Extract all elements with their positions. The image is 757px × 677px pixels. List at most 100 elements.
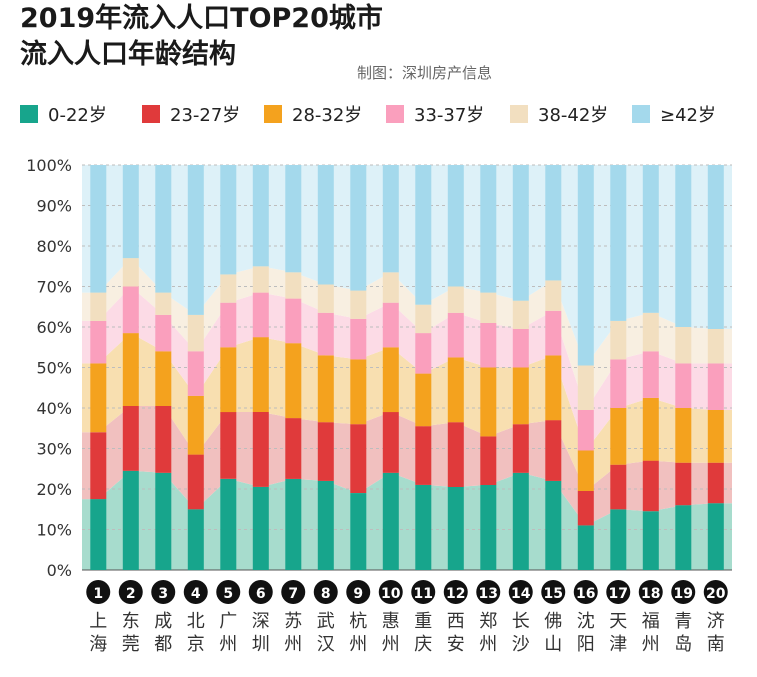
bar-segment xyxy=(220,302,237,348)
area-band-2 xyxy=(82,406,732,526)
x-tick-label: 沈 xyxy=(577,611,595,632)
bar-segment xyxy=(317,480,334,570)
rank-badge xyxy=(606,580,631,604)
bar-segment xyxy=(610,165,627,321)
legend-swatch-23-27 xyxy=(142,105,160,123)
x-tick-label: 圳 xyxy=(252,634,270,655)
rank-badge xyxy=(216,580,241,604)
bar-segment xyxy=(447,487,464,570)
x-tick-label: 惠 xyxy=(382,611,400,632)
bar-segment xyxy=(285,478,302,570)
rank-badge xyxy=(118,580,143,604)
x-tick-label: 州 xyxy=(642,634,660,655)
x-tick-label: 郑 xyxy=(479,611,497,632)
x-tick-label: 西 xyxy=(447,611,465,632)
bar-segment xyxy=(610,359,627,408)
bar-segment xyxy=(220,478,237,570)
rank-badge xyxy=(281,580,306,604)
bar-segment xyxy=(447,165,464,287)
chart-title-line2: 流入人口年龄结构 xyxy=(20,39,236,70)
legend-label-38-42: 38-42岁 xyxy=(538,105,609,126)
bar-segment xyxy=(610,464,627,510)
x-tick-label: 上 xyxy=(89,611,107,632)
legend-item-0-22: 0-22岁 xyxy=(20,101,107,127)
rank-label: 13 xyxy=(479,586,498,602)
x-tick-label: 南 xyxy=(707,634,725,655)
bar-segment xyxy=(512,165,529,301)
bar-segment xyxy=(480,165,497,293)
bar-segment xyxy=(220,274,237,303)
bar-segment xyxy=(350,165,367,291)
bar-segment xyxy=(480,292,497,323)
x-tick-label: 青 xyxy=(674,611,692,632)
bar-segment xyxy=(610,408,627,465)
bar-segment xyxy=(90,363,107,433)
x-tick-label: 沙 xyxy=(512,634,530,655)
x-tick-label: 州 xyxy=(219,634,237,655)
x-tick-label: 都 xyxy=(154,634,172,655)
x-tick-label: 深 xyxy=(252,611,270,632)
bar-segment xyxy=(675,327,692,364)
bar-segment xyxy=(220,412,237,479)
legend-item-33-37: 33-37岁 xyxy=(386,101,484,127)
bar-segment xyxy=(577,165,594,366)
rank-badge xyxy=(476,580,501,604)
bar-segment xyxy=(317,284,334,313)
rank-badge xyxy=(443,580,468,604)
bar-segment xyxy=(610,509,627,571)
bar-segment xyxy=(577,450,594,491)
rank-badge xyxy=(703,580,728,604)
y-tick-label: 60% xyxy=(36,318,72,337)
legend-item-23-27: 23-27岁 xyxy=(142,101,240,127)
bar-segment xyxy=(155,472,172,570)
bar-segment xyxy=(415,373,432,427)
bar-segment xyxy=(122,333,139,406)
bar-segment xyxy=(350,359,367,425)
bar-segment xyxy=(480,367,497,437)
bar-segment xyxy=(707,363,724,410)
bar-segment xyxy=(642,460,659,512)
bar-segment xyxy=(382,472,399,570)
bar-segment xyxy=(415,304,432,334)
bar-segment xyxy=(480,484,497,570)
bar-segment xyxy=(545,165,562,281)
rank-label: 17 xyxy=(609,586,628,602)
rank-badge xyxy=(638,580,663,604)
bar-segment xyxy=(122,286,139,334)
x-tick-label: 汉 xyxy=(317,634,335,655)
bar-segment xyxy=(447,286,464,313)
x-tick-label: 济 xyxy=(707,611,725,632)
legend-swatch-0-22 xyxy=(20,105,38,123)
chart-credit: 制图：深圳房产信息 xyxy=(357,64,493,82)
x-tick-label: 广 xyxy=(219,611,237,632)
bar-segment xyxy=(642,351,659,398)
bar-segment xyxy=(122,258,139,287)
legend: 0-22岁 23-27岁 28-32岁 33-37岁 38-42岁 ≥42岁 xyxy=(20,101,750,129)
y-tick-label: 100% xyxy=(26,156,72,175)
bar-segment xyxy=(252,165,269,267)
bar-segment xyxy=(252,292,269,338)
y-tick-label: 90% xyxy=(36,197,72,216)
rank-label: 19 xyxy=(674,586,693,602)
bar-segment xyxy=(512,367,529,425)
x-tick-label: 重 xyxy=(414,611,432,632)
bar-segment xyxy=(382,165,399,273)
bar-segment xyxy=(317,312,334,356)
bar-segment xyxy=(122,165,139,259)
bar-segment xyxy=(577,491,594,526)
legend-item-42-plus: ≥42岁 xyxy=(632,101,716,127)
bar-segment xyxy=(90,432,107,500)
bar-segment xyxy=(220,347,237,413)
rank-badge xyxy=(313,580,338,604)
bar-segment xyxy=(577,410,594,451)
y-tick-label: 10% xyxy=(36,521,72,540)
bar-segment xyxy=(512,329,529,368)
bar-segment xyxy=(90,165,107,293)
x-tick-label: 成 xyxy=(154,611,172,632)
x-tick-label: 海 xyxy=(89,634,107,655)
x-tick-label: 佛 xyxy=(544,611,562,632)
bar-segment xyxy=(122,470,139,570)
bar-segment xyxy=(90,499,107,570)
bar-segment xyxy=(382,302,399,348)
chart-title-line1: 2019年流入人口TOP20城市 xyxy=(20,3,383,34)
